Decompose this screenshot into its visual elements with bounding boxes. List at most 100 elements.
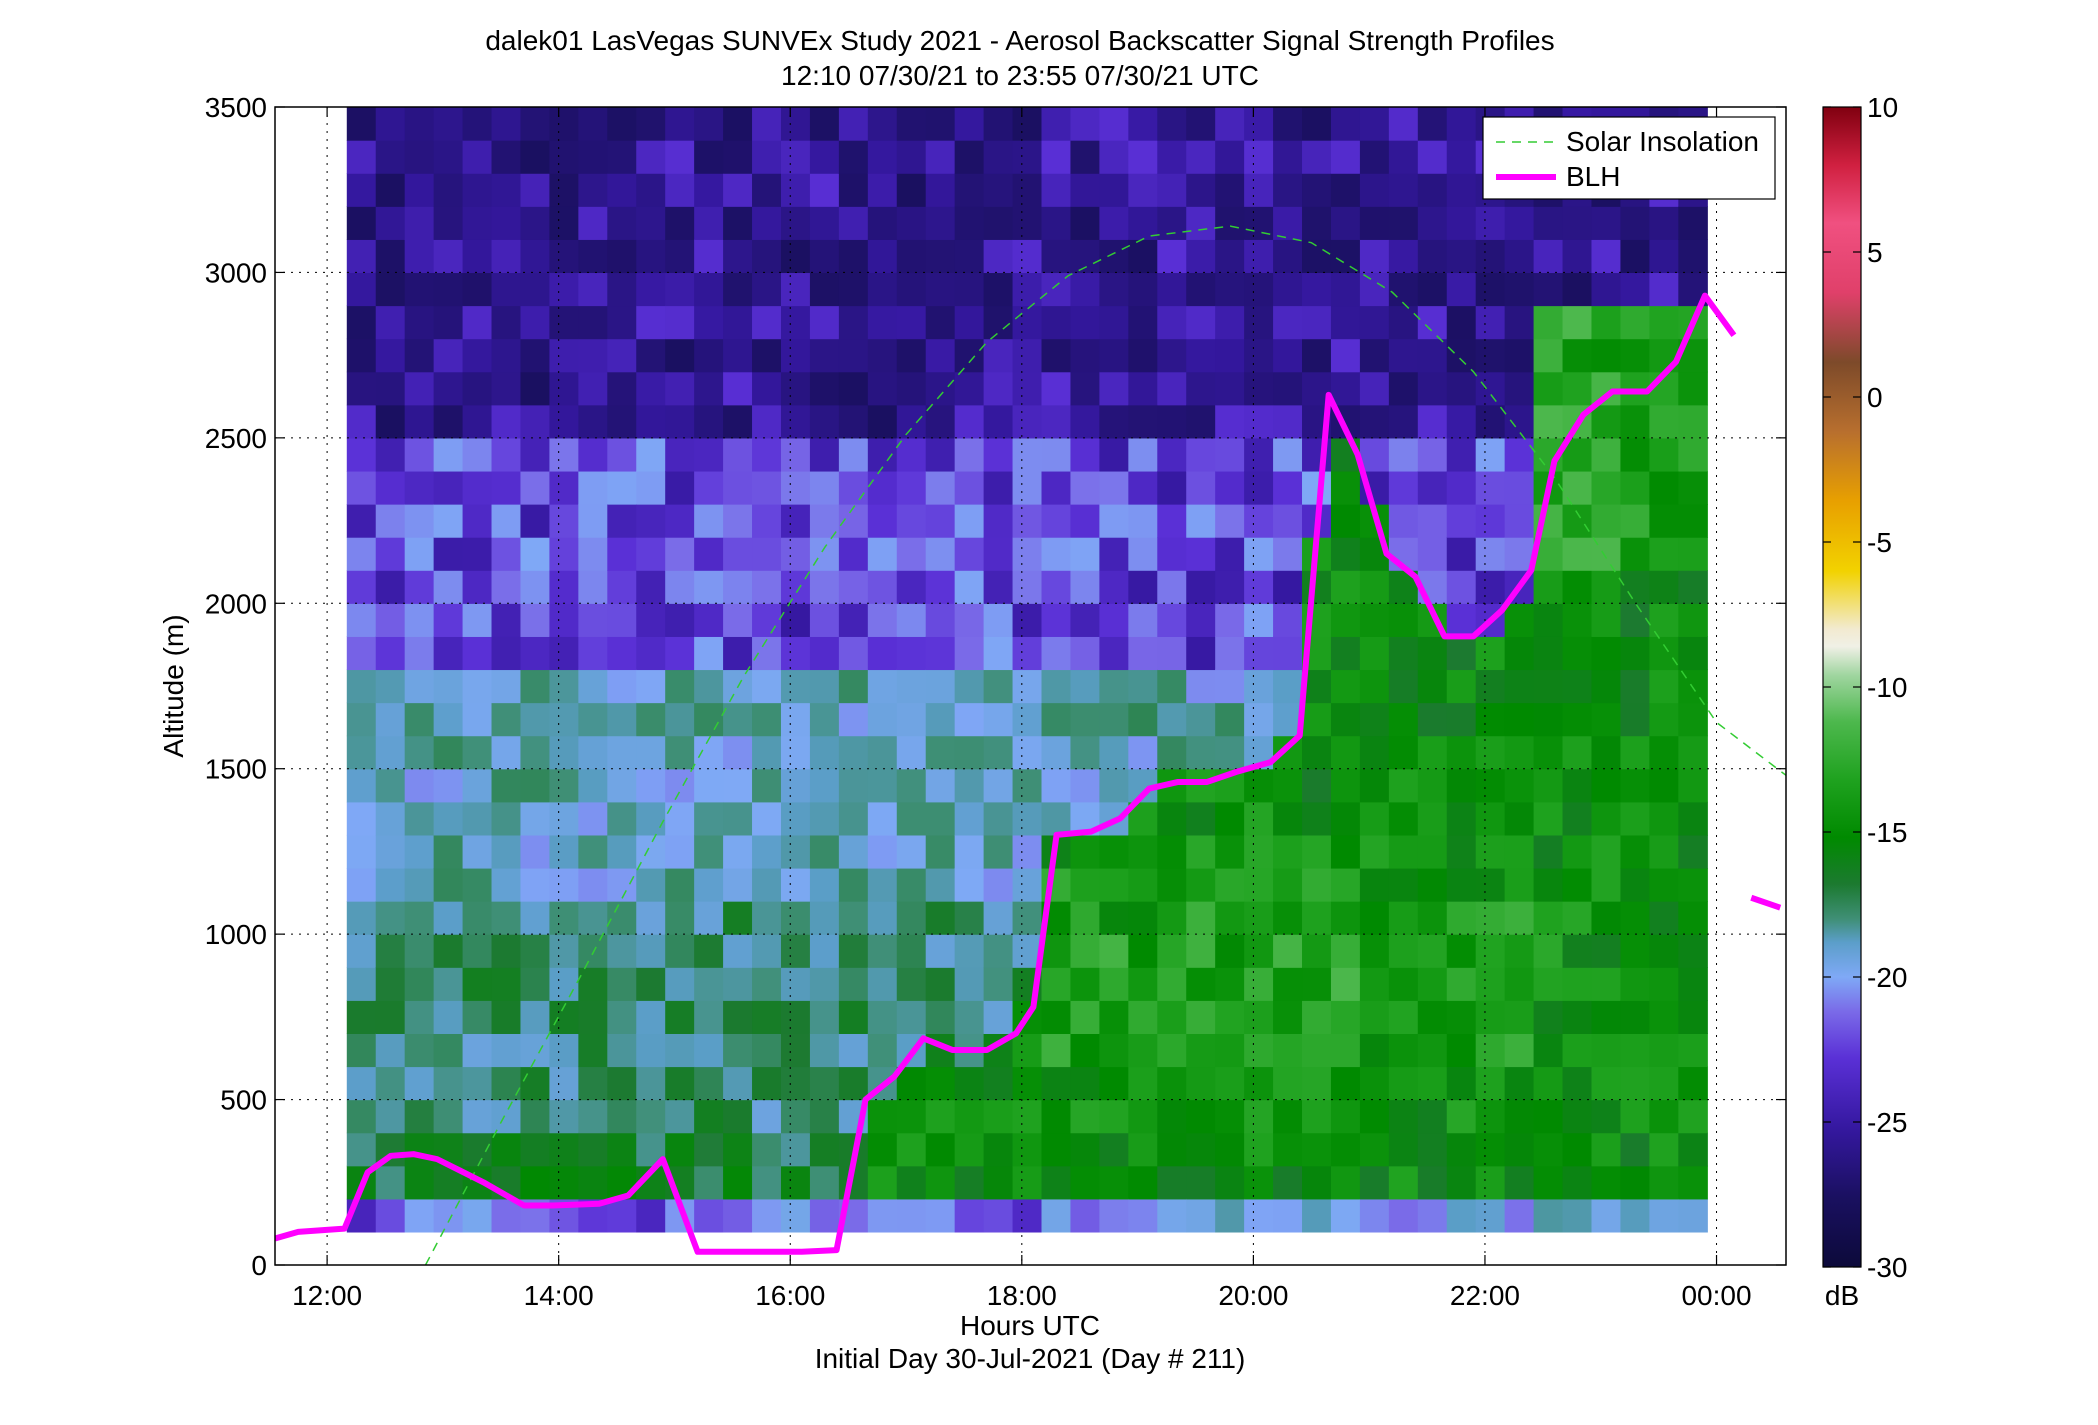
- heatmap-cell: [462, 338, 493, 373]
- heatmap-cell: [752, 140, 782, 174]
- heatmap-cell: [1070, 967, 1100, 1001]
- heatmap-cell: [520, 504, 551, 538]
- heatmap-cell: [838, 404, 869, 439]
- heatmap-cell: [1475, 338, 1506, 373]
- heatmap-cell: [549, 1066, 579, 1101]
- heatmap-cell: [1446, 934, 1477, 968]
- heatmap-cell: [607, 305, 637, 340]
- heatmap-cell: [1417, 636, 1448, 671]
- heatmap-cell: [346, 702, 377, 737]
- heatmap-cell: [752, 570, 782, 604]
- heatmap-cell: [1330, 371, 1361, 406]
- heatmap-cell: [346, 901, 377, 935]
- heatmap-cell: [809, 404, 840, 439]
- heatmap-cell: [578, 1066, 608, 1101]
- heatmap-cell: [1244, 636, 1274, 671]
- heatmap-cell: [1446, 470, 1477, 505]
- heatmap-cell: [1504, 636, 1535, 671]
- heatmap-cell: [1186, 1165, 1216, 1200]
- heatmap-cell: [1128, 272, 1158, 307]
- heatmap-cell: [1388, 437, 1419, 472]
- heatmap-cell: [1186, 1000, 1216, 1034]
- heatmap-cell: [694, 967, 724, 1001]
- heatmap-cell: [1649, 834, 1679, 869]
- heatmap-cell: [867, 867, 898, 902]
- heatmap-cell: [1273, 1198, 1303, 1233]
- heatmap-cell: [1128, 702, 1158, 737]
- heatmap-cell: [375, 371, 406, 406]
- heatmap-cell: [867, 1198, 898, 1233]
- heatmap-cell: [1359, 1132, 1390, 1167]
- heatmap-cell: [1215, 107, 1245, 141]
- heatmap-cell: [780, 272, 811, 307]
- heatmap-cell: [896, 305, 927, 340]
- heatmap-cell: [983, 173, 1014, 207]
- heatmap-cell: [867, 603, 898, 637]
- heatmap-cell: [752, 1198, 782, 1233]
- heatmap-cell: [1244, 1198, 1274, 1233]
- heatmap-cell: [694, 1198, 724, 1233]
- heatmap-cell: [1070, 1000, 1100, 1034]
- heatmap-cell: [433, 1198, 464, 1233]
- heatmap-cell: [1504, 669, 1535, 704]
- heatmap-cell: [549, 735, 579, 770]
- heatmap-cell: [607, 371, 637, 406]
- heatmap-cell: [1591, 1066, 1622, 1101]
- heatmap-cell: [723, 1066, 753, 1101]
- heatmap-cell: [1359, 801, 1390, 836]
- heatmap-cell: [1533, 404, 1564, 439]
- heatmap-cell: [896, 537, 927, 571]
- heatmap-cell: [1359, 1198, 1390, 1233]
- heatmap-cell: [1244, 901, 1274, 935]
- heatmap-cell: [433, 801, 464, 836]
- heatmap-cell: [433, 669, 464, 704]
- heatmap-cell: [1186, 140, 1216, 174]
- heatmap-cell: [752, 404, 782, 439]
- heatmap-cell: [1504, 404, 1535, 439]
- heatmap-cell: [723, 603, 753, 637]
- heatmap-cell: [1041, 801, 1072, 836]
- heatmap-cell: [1678, 669, 1708, 704]
- heatmap-cell: [404, 107, 435, 141]
- heatmap-cell: [665, 768, 695, 803]
- heatmap-cell: [375, 305, 406, 340]
- heatmap-cell: [1215, 504, 1245, 538]
- heatmap-cell: [1128, 735, 1158, 770]
- heatmap-cell: [1157, 537, 1187, 571]
- heatmap-cell: [1244, 239, 1274, 274]
- heatmap-cell: [983, 239, 1014, 274]
- heatmap-cell: [404, 636, 435, 671]
- heatmap-cell: [752, 735, 782, 770]
- grid-lines: [275, 106, 1786, 1266]
- heatmap-cell: [1591, 338, 1622, 373]
- heatmap-cell: [1620, 801, 1650, 836]
- heatmap-cell: [1041, 206, 1072, 240]
- heatmap-cell: [491, 801, 522, 836]
- heatmap-cell: [549, 603, 579, 637]
- heatmap-cell: [1533, 702, 1564, 737]
- heatmap-cell: [636, 1033, 666, 1068]
- heatmap-cell: [433, 1033, 464, 1068]
- heatmap-cell: [838, 437, 869, 472]
- heatmap-cell: [896, 934, 927, 968]
- heatmap-cell: [1417, 537, 1448, 571]
- heatmap-cell: [404, 934, 435, 968]
- heatmap-cell: [1244, 934, 1274, 968]
- heatmap-cell: [491, 1033, 522, 1068]
- heatmap-cell: [1273, 504, 1303, 538]
- heatmap-cell: [1649, 305, 1679, 340]
- heatmap-cell: [1099, 173, 1129, 207]
- heatmap-cell: [1099, 768, 1129, 803]
- heatmap-cell: [780, 702, 811, 737]
- heatmap-cell: [1186, 901, 1216, 935]
- heatmap-cell: [1070, 537, 1100, 571]
- x-axis-label: Hours UTC: [960, 1310, 1100, 1341]
- heatmap-cell: [404, 272, 435, 307]
- heatmap-cell: [954, 768, 985, 803]
- heatmap-cell: [1359, 239, 1390, 274]
- heatmap-cell: [1591, 470, 1622, 505]
- heatmap-cell: [925, 603, 956, 637]
- heatmap-cell: [1446, 967, 1477, 1001]
- heatmap-cell: [896, 1198, 927, 1233]
- heatmap-cell: [1475, 1033, 1506, 1068]
